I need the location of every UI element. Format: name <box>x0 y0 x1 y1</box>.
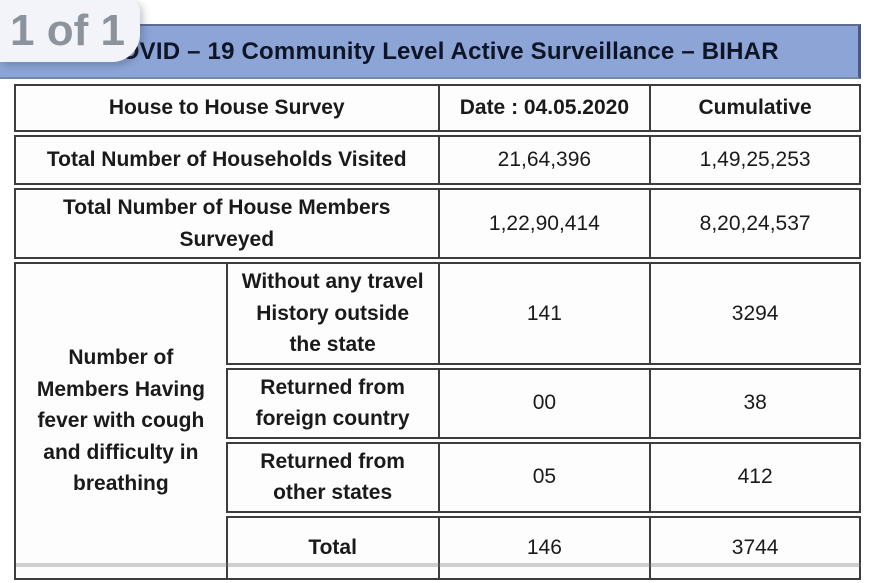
category-label: Returned from other states <box>225 441 438 513</box>
row-label: Total Number of Households Visited <box>14 135 438 185</box>
header-date: Date : 04.05.2020 <box>437 84 650 132</box>
row-label: Total Number of House Members Surveyed <box>14 188 438 259</box>
category-label: Total <box>225 515 438 580</box>
value-date: 05 <box>437 441 650 513</box>
value-date: 00 <box>437 367 650 439</box>
header-house-survey: House to House Survey <box>14 84 438 132</box>
value-date: 141 <box>437 262 650 365</box>
page-indicator-label: 1 of 1 <box>10 6 125 55</box>
value-cumulative: 412 <box>649 441 861 513</box>
value-cumulative: 3744 <box>649 515 861 580</box>
table-row: Total Number of Households Visited 21,64… <box>14 135 861 185</box>
table-header-row: House to House Survey Date : 04.05.2020 … <box>14 84 861 132</box>
table-row: Returned from other states 05 412 <box>14 441 861 513</box>
table-bottom-shadow <box>16 563 861 567</box>
table-row: Total Number of House Members Surveyed 1… <box>14 188 861 259</box>
fever-section-label: Number of Members Having fever with coug… <box>14 262 226 580</box>
category-label: Without any travel History outside the s… <box>225 262 438 365</box>
table-row: Total 146 3744 <box>14 515 861 580</box>
page-indicator-badge: 1 of 1 <box>0 0 140 62</box>
table-row: Returned from foreign country 00 38 <box>14 367 861 439</box>
value-cumulative: 38 <box>649 367 861 439</box>
surveillance-table: House to House Survey Date : 04.05.2020 … <box>14 81 861 583</box>
value-cumulative: 3294 <box>649 262 861 365</box>
title-bar: COVID – 19 Community Level Active Survei… <box>0 24 861 79</box>
category-label: Returned from foreign country <box>225 367 438 439</box>
value-date: 146 <box>437 515 650 580</box>
page-title: COVID – 19 Community Level Active Survei… <box>103 37 779 65</box>
table-row: Number of Members Having fever with coug… <box>14 262 861 580</box>
value-date: 1,22,90,414 <box>437 188 650 259</box>
value-cumulative: 8,20,24,537 <box>649 188 861 259</box>
value-cumulative: 1,49,25,253 <box>649 135 861 185</box>
header-cumulative: Cumulative <box>649 84 861 132</box>
value-date: 21,64,396 <box>437 135 650 185</box>
